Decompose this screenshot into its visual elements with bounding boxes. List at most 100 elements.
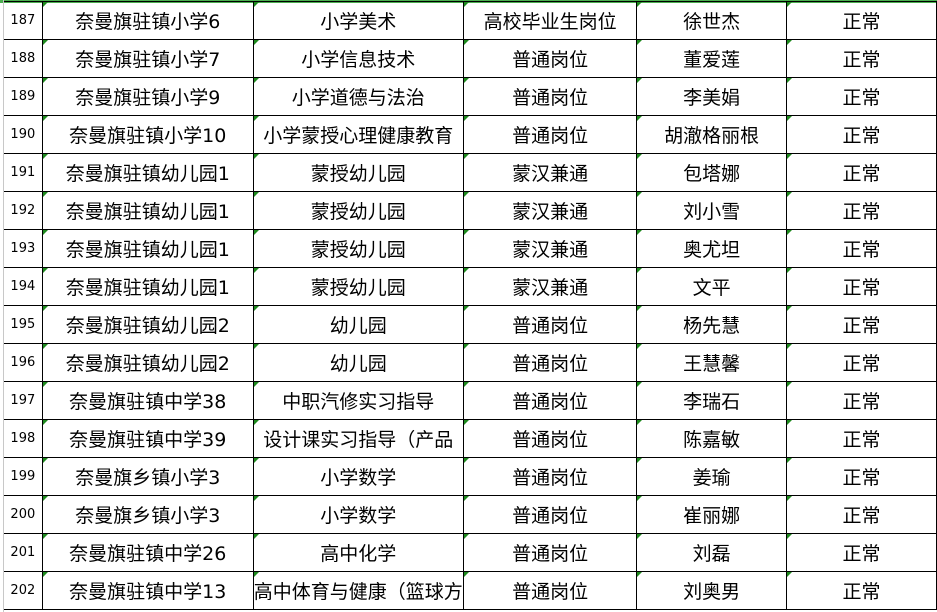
status-cell[interactable]: 正常 [785, 115, 937, 154]
subject-cell[interactable]: 蒙授幼儿园 [252, 229, 464, 268]
school-cell[interactable]: 奈曼旗驻镇幼儿园2 [41, 305, 254, 344]
table-row: 201 奈曼旗驻镇中学26 高中化学 普通岗位 刘磊 正常 [4, 533, 937, 572]
name-cell[interactable]: 李瑞石 [636, 381, 787, 420]
school-cell[interactable]: 奈曼旗乡镇小学3 [41, 457, 254, 496]
name-cell[interactable]: 姜瑜 [636, 457, 787, 496]
post-type-cell[interactable]: 普通岗位 [462, 533, 638, 572]
school-cell[interactable]: 奈曼旗驻镇小学9 [41, 77, 254, 116]
school-cell[interactable]: 奈曼旗驻镇中学39 [41, 419, 254, 458]
status-cell[interactable]: 正常 [785, 305, 937, 344]
school-cell[interactable]: 奈曼旗驻镇小学6 [41, 1, 254, 40]
post-type-cell[interactable]: 普通岗位 [462, 381, 638, 420]
row-number[interactable]: 187 [4, 1, 43, 40]
subject-cell[interactable]: 幼儿园 [252, 343, 464, 382]
subject-cell[interactable]: 蒙授幼儿园 [252, 191, 464, 230]
subject-cell[interactable]: 小学美术 [252, 1, 464, 40]
status-cell[interactable]: 正常 [785, 457, 937, 496]
post-type-cell[interactable]: 普通岗位 [462, 39, 638, 78]
row-number[interactable]: 200 [4, 495, 43, 534]
post-type-cell[interactable]: 蒙汉兼通 [462, 191, 638, 230]
status-cell[interactable]: 正常 [785, 533, 937, 572]
post-type-cell[interactable]: 蒙汉兼通 [462, 267, 638, 306]
row-number[interactable]: 190 [4, 115, 43, 154]
post-type-cell[interactable]: 高校毕业生岗位 [462, 1, 638, 40]
name-cell[interactable]: 杨先慧 [636, 305, 787, 344]
name-cell[interactable]: 刘奥男 [636, 571, 787, 610]
status-cell[interactable]: 正常 [785, 381, 937, 420]
subject-cell[interactable]: 小学蒙授心理健康教育 [252, 115, 464, 154]
name-cell[interactable]: 文平 [636, 267, 787, 306]
subject-cell[interactable]: 蒙授幼儿园 [252, 267, 464, 306]
row-number[interactable]: 202 [4, 571, 43, 610]
status-cell[interactable]: 正常 [785, 191, 937, 230]
post-type-cell[interactable]: 普通岗位 [462, 419, 638, 458]
name-cell[interactable]: 董爱莲 [636, 39, 787, 78]
name-cell[interactable]: 刘小雪 [636, 191, 787, 230]
post-type-cell[interactable]: 普通岗位 [462, 343, 638, 382]
status-cell[interactable]: 正常 [785, 343, 937, 382]
row-number[interactable]: 198 [4, 419, 43, 458]
name-cell[interactable]: 刘磊 [636, 533, 787, 572]
name-cell[interactable]: 胡澈格丽根 [636, 115, 787, 154]
school-cell[interactable]: 奈曼旗驻镇幼儿园1 [41, 229, 254, 268]
post-type-cell[interactable]: 普通岗位 [462, 457, 638, 496]
subject-cell[interactable]: 幼儿园 [252, 305, 464, 344]
school-cell[interactable]: 奈曼旗乡镇小学3 [41, 495, 254, 534]
status-cell[interactable]: 正常 [785, 39, 937, 78]
post-type-cell[interactable]: 普通岗位 [462, 77, 638, 116]
row-number[interactable]: 193 [4, 229, 43, 268]
status-cell[interactable]: 正常 [785, 1, 937, 40]
school-cell[interactable]: 奈曼旗驻镇幼儿园1 [41, 267, 254, 306]
subject-cell[interactable]: 设计课实习指导（产品 [252, 419, 464, 458]
school-cell[interactable]: 奈曼旗驻镇中学38 [41, 381, 254, 420]
post-type-cell[interactable]: 蒙汉兼通 [462, 229, 638, 268]
school-cell[interactable]: 奈曼旗驻镇幼儿园1 [41, 191, 254, 230]
subject-cell[interactable]: 高中化学 [252, 533, 464, 572]
post-type-cell[interactable]: 蒙汉兼通 [462, 153, 638, 192]
name-cell[interactable]: 奥尤坦 [636, 229, 787, 268]
name-cell[interactable]: 王慧馨 [636, 343, 787, 382]
school-cell[interactable]: 奈曼旗驻镇幼儿园1 [41, 153, 254, 192]
status-cell[interactable]: 正常 [785, 571, 937, 610]
status-cell[interactable]: 正常 [785, 77, 937, 116]
name-cell[interactable]: 徐世杰 [636, 1, 787, 40]
post-type-cell[interactable]: 普通岗位 [462, 115, 638, 154]
row-number[interactable]: 192 [4, 191, 43, 230]
subject-cell[interactable]: 蒙授幼儿园 [252, 153, 464, 192]
row-number[interactable]: 194 [4, 267, 43, 306]
row-number[interactable]: 189 [4, 77, 43, 116]
subject-cell[interactable]: 高中体育与健康（篮球方 [252, 571, 464, 610]
name-cell[interactable]: 包塔娜 [636, 153, 787, 192]
subject-cell[interactable]: 小学道德与法治 [252, 77, 464, 116]
name-cell[interactable]: 李美娟 [636, 77, 787, 116]
subject-cell[interactable]: 小学数学 [252, 457, 464, 496]
status-cell[interactable]: 正常 [785, 229, 937, 268]
post-type-cell[interactable]: 普通岗位 [462, 305, 638, 344]
status-cell[interactable]: 正常 [785, 419, 937, 458]
row-number[interactable]: 191 [4, 153, 43, 192]
name-cell[interactable]: 崔丽娜 [636, 495, 787, 534]
post-type-cell[interactable]: 普通岗位 [462, 571, 638, 610]
row-number[interactable]: 195 [4, 305, 43, 344]
status-cell-text: 正常 [842, 543, 881, 565]
school-cell[interactable]: 奈曼旗驻镇中学26 [41, 533, 254, 572]
row-number[interactable]: 201 [4, 533, 43, 572]
row-number[interactable]: 197 [4, 381, 43, 420]
row-number[interactable]: 196 [4, 343, 43, 382]
school-cell[interactable]: 奈曼旗驻镇中学13 [41, 571, 254, 610]
row-number-text: 194 [10, 279, 36, 294]
post-type-cell[interactable]: 普通岗位 [462, 495, 638, 534]
subject-cell[interactable]: 小学信息技术 [252, 39, 464, 78]
row-number[interactable]: 188 [4, 39, 43, 78]
school-cell[interactable]: 奈曼旗驻镇幼儿园2 [41, 343, 254, 382]
subject-cell[interactable]: 中职汽修实习指导 [252, 381, 464, 420]
status-cell[interactable]: 正常 [785, 267, 937, 306]
name-cell[interactable]: 陈嘉敏 [636, 419, 787, 458]
school-cell[interactable]: 奈曼旗驻镇小学7 [41, 39, 254, 78]
status-cell[interactable]: 正常 [785, 153, 937, 192]
subject-cell[interactable]: 小学数学 [252, 495, 464, 534]
row-number[interactable]: 199 [4, 457, 43, 496]
status-cell[interactable]: 正常 [785, 495, 937, 534]
name-cell-text: 奥尤坦 [683, 239, 741, 261]
school-cell[interactable]: 奈曼旗驻镇小学10 [41, 115, 254, 154]
